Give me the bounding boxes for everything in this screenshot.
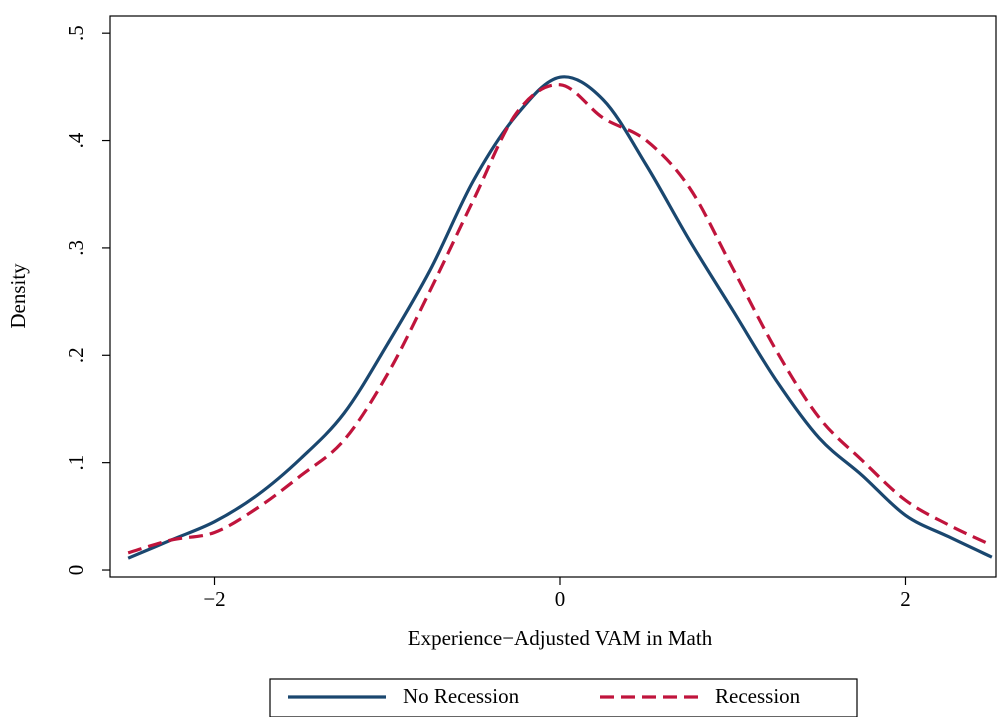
density-line: [127, 83, 993, 555]
x-tick-label: 2: [900, 587, 911, 611]
x-tick-label: −2: [203, 587, 225, 611]
legend-label: No Recession: [403, 684, 520, 708]
x-axis-title: Experience−Adjusted VAM in Math: [408, 626, 713, 650]
y-tick-label: 0: [64, 565, 88, 576]
y-axis-title: Density: [6, 263, 30, 329]
x-tick-label: 0: [555, 587, 566, 611]
y-tick-label: .4: [64, 132, 88, 148]
plot-frame: [109, 15, 997, 578]
y-tick-label: .2: [64, 347, 88, 363]
y-tick-label: .1: [64, 455, 88, 471]
density-line: [127, 75, 993, 560]
y-tick-label: .3: [64, 240, 88, 256]
y-tick-label: .5: [64, 25, 88, 41]
legend-box: [269, 678, 858, 717]
legend-label: Recession: [715, 684, 801, 708]
